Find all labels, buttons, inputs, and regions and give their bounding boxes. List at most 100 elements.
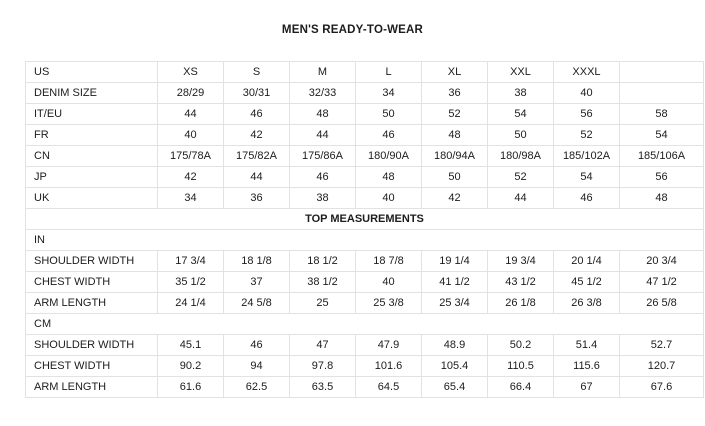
value-cell: 46: [289, 166, 356, 188]
row-label: DENIM SIZE: [25, 82, 158, 104]
value-cell: 56: [619, 166, 704, 188]
value-cell: 26 5/8: [619, 292, 704, 314]
table-row: IN: [25, 229, 704, 251]
value-cell: 25 3/8: [355, 292, 422, 314]
value-cell: 67.6: [619, 376, 704, 398]
value-cell: 42: [157, 166, 224, 188]
table-row: CHEST WIDTH 90.2 94 97.8 101.6 105.4 110.5 115.…: [25, 355, 704, 377]
row-label: CN: [25, 145, 158, 167]
row-label: CHEST WIDTH: [25, 355, 158, 377]
value-cell: M: [289, 61, 356, 83]
value-cell: 40: [355, 187, 422, 209]
value-cell: 180/94A: [421, 145, 488, 167]
row-label: JP: [25, 166, 158, 188]
value-cell: 110.5: [487, 355, 554, 377]
value-cell: 26 1/8: [487, 292, 554, 314]
value-cell: 41 1/2: [421, 271, 488, 293]
value-cell: 54: [487, 103, 554, 125]
value-cell: 37: [223, 271, 290, 293]
value-cell: 185/102A: [553, 145, 620, 167]
value-cell: 180/90A: [355, 145, 422, 167]
row-label: SHOULDER WIDTH: [25, 334, 158, 356]
row-label: ARM LENGTH: [25, 376, 158, 398]
unit-label-in: IN: [25, 229, 704, 251]
value-cell: 67: [553, 376, 620, 398]
value-cell: 52.7: [619, 334, 704, 356]
value-cell: 48: [421, 124, 488, 146]
value-cell: 36: [421, 82, 488, 104]
value-cell: S: [223, 61, 290, 83]
value-cell: 40: [355, 271, 422, 293]
table-row: JP 42 44 46 48 50 52 54 56: [25, 166, 704, 188]
table-row: UK 34 36 38 40 42 44 46 48: [25, 187, 704, 209]
value-cell: 66.4: [487, 376, 554, 398]
row-label: ARM LENGTH: [25, 292, 158, 314]
table-row: US XS S M L XL XXL XXXL: [25, 61, 704, 83]
value-cell: 36: [223, 187, 290, 209]
value-cell: 44: [487, 187, 554, 209]
value-cell: 38: [289, 187, 356, 209]
value-cell: 45.1: [157, 334, 224, 356]
value-cell: 50.2: [487, 334, 554, 356]
value-cell: 20 3/4: [619, 250, 704, 272]
value-cell: 47 1/2: [619, 271, 704, 293]
value-cell: 115.6: [553, 355, 620, 377]
value-cell: 54: [553, 166, 620, 188]
row-label: IT/EU: [25, 103, 158, 125]
value-cell: 46: [553, 187, 620, 209]
table-row: FR 40 42 44 46 48 50 52 54: [25, 124, 704, 146]
row-label: UK: [25, 187, 158, 209]
value-cell: 175/78A: [157, 145, 224, 167]
value-cell: 25: [289, 292, 356, 314]
value-cell: 46: [355, 124, 422, 146]
value-cell: 58: [619, 103, 704, 125]
value-cell: 46: [223, 103, 290, 125]
value-cell: XL: [421, 61, 488, 83]
value-cell: 120.7: [619, 355, 704, 377]
table-row: CN 175/78A 175/82A 175/86A 180/90A 180/94A 180…: [25, 145, 704, 167]
table-row: CHEST WIDTH 35 1/2 37 38 1/2 40 41 1/2 43 1/2 4…: [25, 271, 704, 293]
value-cell: 62.5: [223, 376, 290, 398]
value-cell: 185/106A: [619, 145, 704, 167]
value-cell: 35 1/2: [157, 271, 224, 293]
value-cell: 38: [487, 82, 554, 104]
table-row: SHOULDER WIDTH 45.1 46 47 47.9 48.9 50.2 51.4 52…: [25, 334, 704, 356]
value-cell: 44: [289, 124, 356, 146]
value-cell: 180/98A: [487, 145, 554, 167]
value-cell: 64.5: [355, 376, 422, 398]
row-label: SHOULDER WIDTH: [25, 250, 158, 272]
value-cell: 18 1/8: [223, 250, 290, 272]
value-cell: 20 1/4: [553, 250, 620, 272]
value-cell: 61.6: [157, 376, 224, 398]
value-cell: 38 1/2: [289, 271, 356, 293]
value-cell: 30/31: [223, 82, 290, 104]
table-row: IT/EU 44 46 48 50 52 54 56 58: [25, 103, 704, 125]
value-cell: 40: [553, 82, 620, 104]
value-cell: 65.4: [421, 376, 488, 398]
value-cell: [619, 61, 704, 83]
value-cell: 42: [421, 187, 488, 209]
value-cell: L: [355, 61, 422, 83]
table-row: DENIM SIZE 28/29 30/31 32/33 34 36 38 40: [25, 82, 704, 104]
value-cell: XS: [157, 61, 224, 83]
row-label: FR: [25, 124, 158, 146]
value-cell: 175/86A: [289, 145, 356, 167]
value-cell: 34: [157, 187, 224, 209]
value-cell: 26 3/8: [553, 292, 620, 314]
value-cell: 24 1/4: [157, 292, 224, 314]
value-cell: 44: [157, 103, 224, 125]
value-cell: [619, 82, 704, 104]
value-cell: 52: [421, 103, 488, 125]
value-cell: 48: [289, 103, 356, 125]
value-cell: 48: [355, 166, 422, 188]
value-cell: 24 5/8: [223, 292, 290, 314]
value-cell: 45 1/2: [553, 271, 620, 293]
row-label: CHEST WIDTH: [25, 271, 158, 293]
row-label: US: [25, 61, 158, 83]
page-title: MEN'S READY-TO-WEAR: [281, 24, 424, 36]
size-chart-body: US XS S M L XL XXL XXXL DENIM SIZE 28/29 30/31 32/3…: [25, 61, 704, 398]
value-cell: 44: [223, 166, 290, 188]
value-cell: 54: [619, 124, 704, 146]
value-cell: 17 3/4: [157, 250, 224, 272]
